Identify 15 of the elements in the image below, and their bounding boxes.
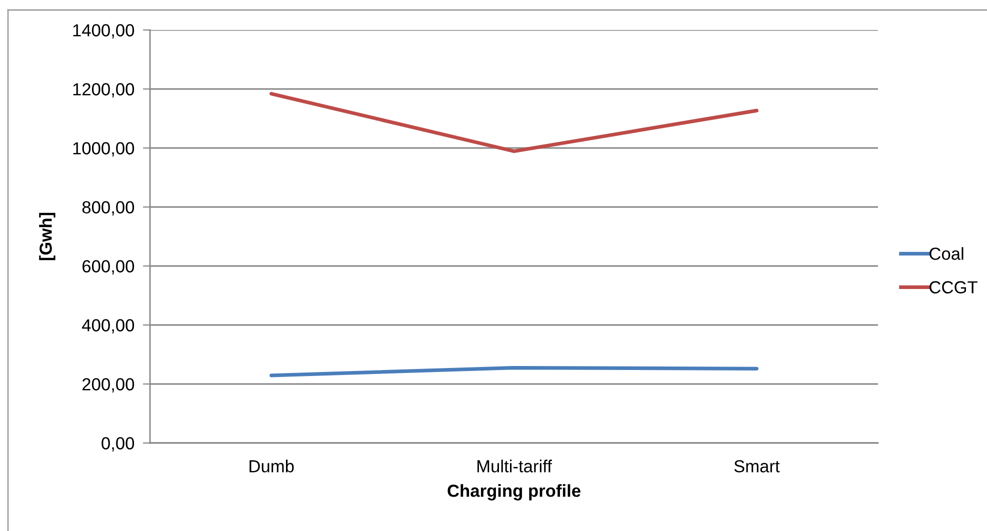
legend-label: CCGT: [930, 281, 978, 294]
x-tick-label: Multi-tariff: [477, 460, 552, 472]
legend-label: Coal: [930, 247, 964, 260]
y-axis-title: [Gwh]: [39, 212, 56, 260]
y-tick-label: 1400,00: [73, 24, 134, 39]
y-tick-label: 400,00: [82, 319, 134, 334]
x-tick-label: Dumb: [250, 460, 294, 472]
y-tick-label: 200,00: [82, 378, 134, 393]
y-tick-label: 600,00: [82, 260, 134, 275]
x-axis-title: Charging profile: [448, 484, 580, 500]
y-tick-label: 800,00: [82, 201, 134, 216]
x-tick-label: Smart: [734, 460, 780, 472]
y-tick-label: 1200,00: [73, 83, 134, 98]
y-tick-label: 1000,00: [73, 142, 134, 157]
y-tick-label: 0,00: [102, 437, 134, 452]
